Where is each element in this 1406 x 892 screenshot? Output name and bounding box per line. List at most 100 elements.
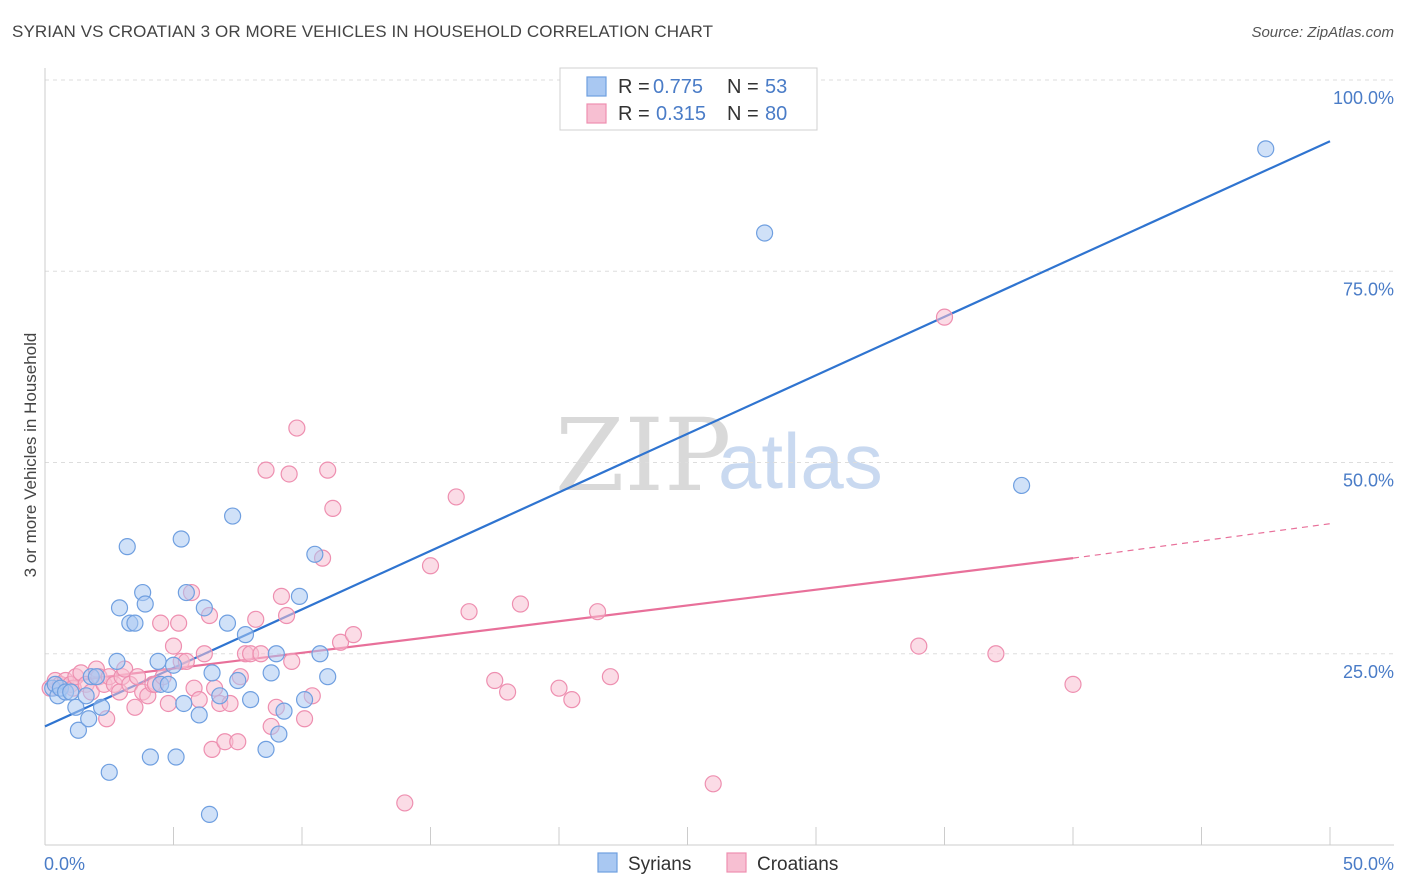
y-tick-label-100: 100.0% [1333,88,1394,108]
croatians-point-73 [601,668,620,686]
croatians-point-77 [987,645,1005,663]
croatians-point-69 [499,683,517,701]
croatians-point-72 [588,603,607,621]
croatians-point-61 [324,499,342,517]
syrians-point-39 [242,691,260,709]
legend-n-value-croatians: 80 [765,103,787,125]
bottom-legend-label-croatians: Croatians [757,854,838,875]
syrians-point-41 [262,664,280,682]
syrians-point-29 [177,583,195,602]
syrians-point-34 [211,687,229,705]
y-axis-label: 3 or more Vehicles in Household [21,333,40,578]
croatians-point-28 [159,694,177,713]
grid-lines [45,79,1394,655]
y-tick-label-50: 50.0% [1343,471,1394,491]
legend-r-value-syrians: 0.775 [653,76,703,98]
syrians-point-50 [755,224,774,242]
syrians-point-31 [195,599,213,617]
legend-n-label-syrians: N = [727,76,759,98]
croatians-point-54 [280,465,298,483]
bottom-legend-swatch-syrians [597,852,618,873]
syrians-point-48 [311,645,329,663]
syrians-point-18 [126,614,144,632]
syrians-point-14 [108,652,126,671]
croatians-point-52 [272,587,291,605]
legend-r-label-syrians: R = [618,76,650,98]
croatians-point-20 [126,698,144,716]
legend-n-value-syrians: 53 [765,76,787,98]
syrians-point-49 [319,668,337,686]
croatians-point-66 [447,488,465,506]
syrians-point-45 [290,587,309,605]
croatians-point-36 [195,645,213,663]
croatians-trend-line [44,557,1074,686]
y-tick-label-75: 75.0% [1343,279,1394,299]
syrians-point-52 [1012,476,1031,495]
croatians-point-65 [421,557,440,575]
croatians-point-55 [283,652,301,671]
croatians-point-78 [1064,675,1082,693]
croatians-point-49 [257,461,275,479]
syrians-point-7 [69,721,88,739]
croatians-point-74 [704,775,722,793]
syrians-point-46 [295,691,314,709]
syrians-point-47 [306,545,324,563]
croatians-point-76 [935,308,954,326]
syrians-point-15 [110,599,129,617]
legend-n-label-croatians: N = [727,103,759,125]
syrians-point-44 [275,702,293,720]
syrians-point-20 [136,595,154,613]
croatians-point-43 [229,733,247,751]
syrians-point-33 [203,664,221,682]
croatians-point-21 [128,668,147,686]
syrians-point-27 [172,530,190,548]
syrians-trend-line [44,140,1331,728]
croatians-point-53 [277,606,296,625]
syrians-point-22 [149,652,167,671]
syrians-point-11 [87,668,106,686]
croatians-point-38 [203,740,221,758]
series-legend: Syrians Croatians [597,852,838,875]
syrians-point-53 [1257,140,1275,158]
croatians-point-47 [247,610,265,628]
bottom-legend-swatch-croatians [726,852,747,873]
croatians-point-63 [344,626,362,644]
syrians-point-32 [200,805,219,824]
syrians-point-37 [229,671,247,690]
syrians-point-35 [218,614,237,632]
x-tick-min: 0.0% [44,854,85,874]
croatians-point-62 [331,633,350,651]
syrians-point-26 [167,748,185,766]
syrians-point-30 [190,706,208,724]
croatians-point-70 [511,595,530,613]
croatians-point-35 [190,691,208,709]
watermark-atlas: atlas [718,417,883,505]
syrians-point-12 [92,698,111,716]
syrians-point-9 [80,710,98,728]
syrians-point-43 [270,725,288,743]
legend-swatch-syrians [586,76,607,97]
croatians-point-26 [152,614,170,632]
axes: 25.0% 50.0% 75.0% 100.0% [44,68,1394,846]
croatians-point-75 [910,637,928,655]
croatians-point-29 [164,637,183,655]
croatians-point-71 [550,679,568,697]
syrians-point-28 [175,694,193,713]
croatians-point-60 [319,461,337,479]
legend-r-label-croatians: R = [618,103,650,125]
croatians-point-30 [170,614,188,632]
source-credit: Source: ZipAtlas.com [1251,24,1394,41]
croatians-point-79 [563,691,581,709]
bottom-legend-label-syrians: Syrians [628,854,691,875]
trend-lines [44,140,1331,728]
croatians-trend-extension [1072,523,1331,559]
data-points [41,71,1275,824]
syrians-point-38 [236,626,255,644]
legend-swatch-croatians [586,103,607,124]
syrians-point-25 [164,656,183,674]
syrians-point-5 [62,683,80,701]
croatians-point-57 [295,710,314,728]
chart-title: SYRIAN VS CROATIAN 3 OR MORE VEHICLES IN… [12,22,714,41]
legend-r-value-croatians: 0.315 [656,103,706,125]
